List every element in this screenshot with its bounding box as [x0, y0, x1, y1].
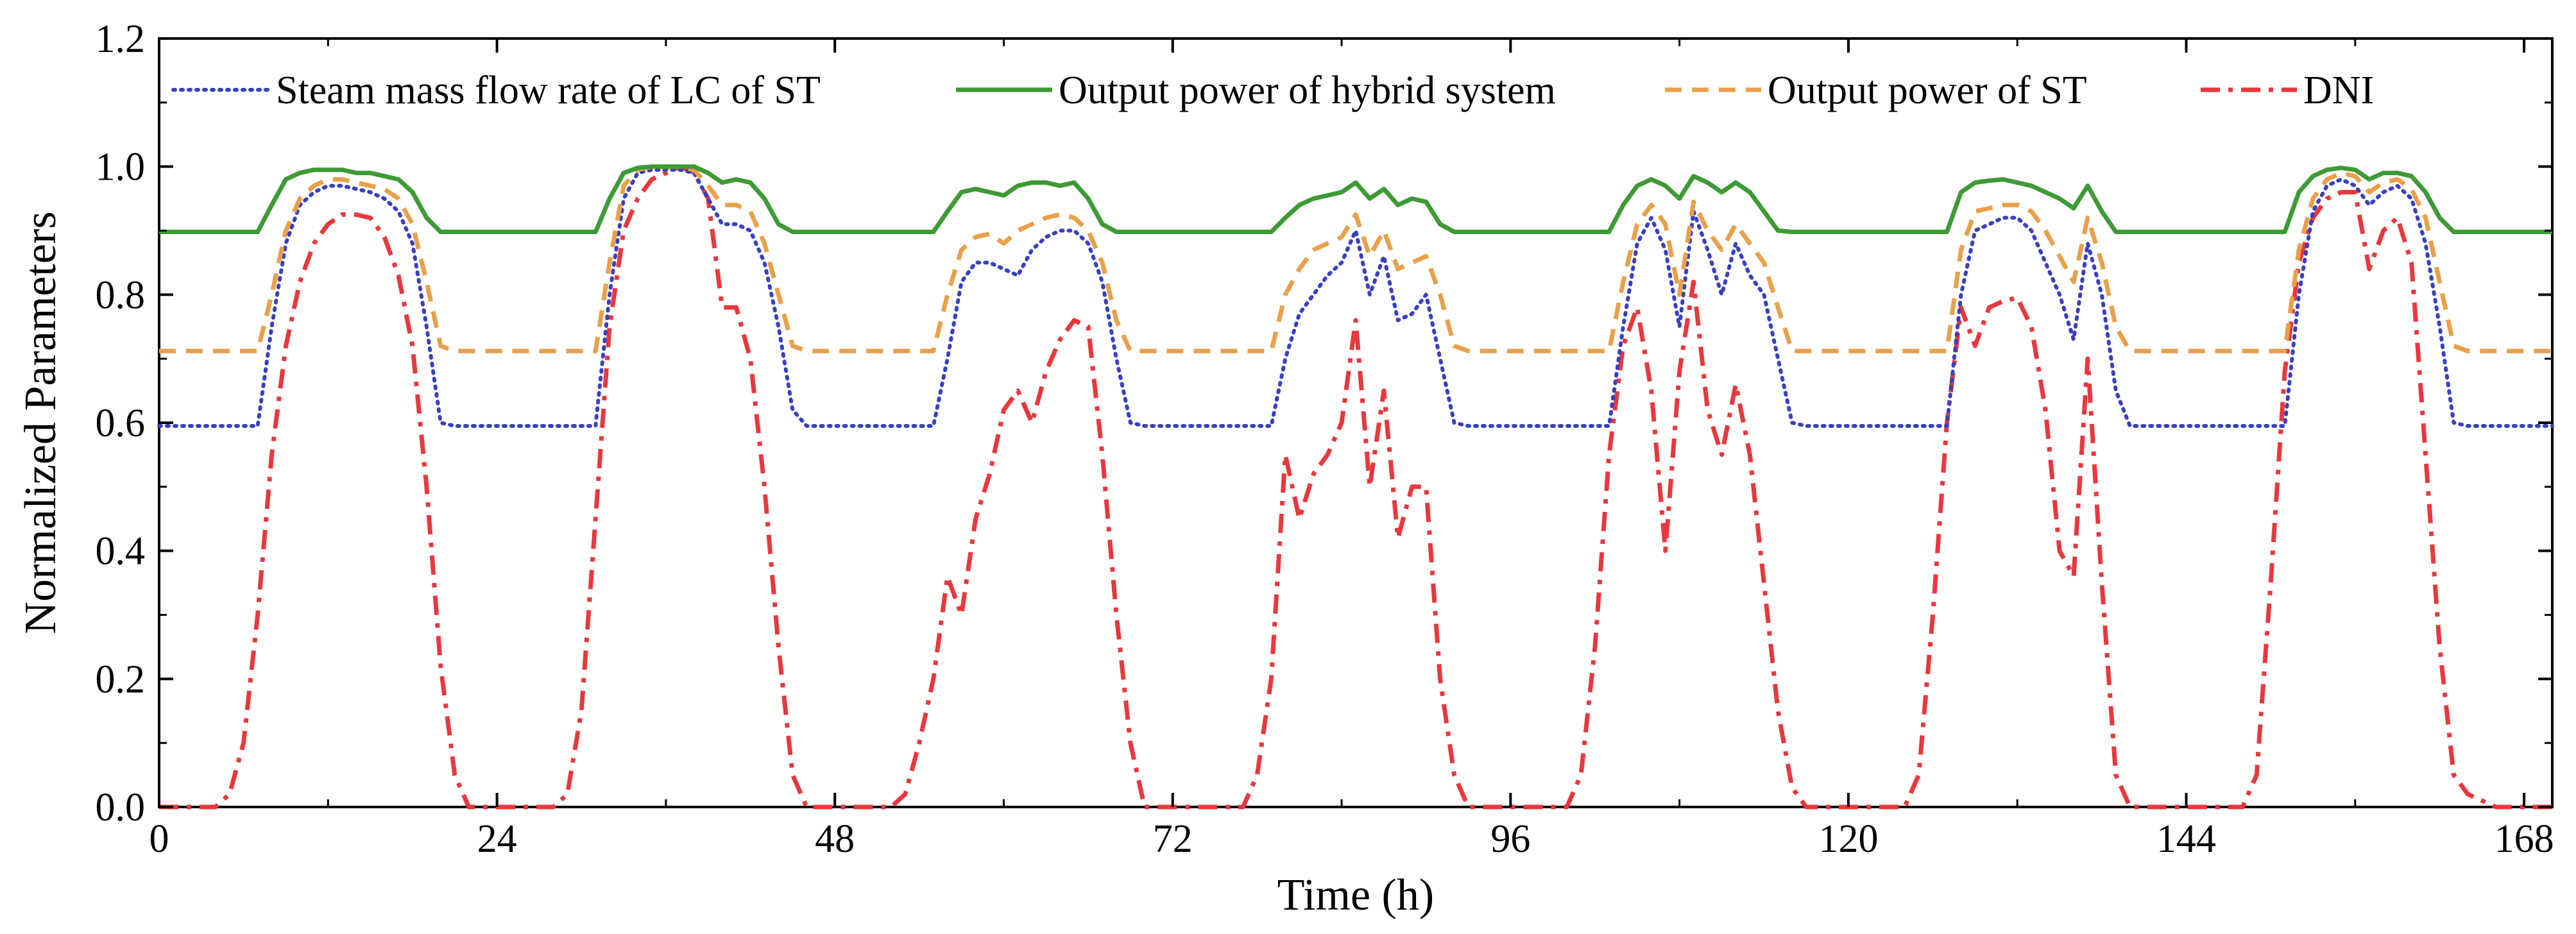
series-line-3 [159, 164, 2552, 810]
y-tick-label: 1.2 [96, 17, 146, 61]
series-line-0 [157, 167, 2554, 428]
legend-item: Steam mass flow rate of LC of ST [171, 69, 821, 112]
legend-item: Output power of hybrid system [956, 69, 1556, 112]
legend-item: Output power of ST [1665, 69, 2087, 112]
x-tick-label: 96 [1490, 817, 1530, 861]
legend-label: Output power of hybrid system [1059, 69, 1556, 112]
x-tick-label: 144 [2156, 817, 2216, 861]
y-axis-title: Normalized Parameters [16, 212, 65, 634]
series-line-2 [159, 164, 2552, 353]
x-tick-label: 72 [1153, 817, 1193, 861]
legend-label: Output power of ST [1768, 69, 2087, 112]
plot-frame [158, 37, 2554, 808]
y-tick-label: 0.4 [96, 530, 146, 573]
legend-label: Steam mass flow rate of LC of ST [276, 69, 821, 112]
x-tick-label: 168 [2495, 817, 2554, 861]
x-tick-label: 120 [1818, 817, 1878, 861]
x-tick-label: 0 [149, 817, 169, 861]
legend-label: DNI [2303, 69, 2374, 112]
series-layer [157, 164, 2554, 810]
y-tick-label: 0.6 [96, 402, 146, 445]
ticks-layer: 0 24 48 72 96 120 144 168 0.0 0.2 0.4 0.6 0.8 1.0 1.2 [96, 17, 2554, 861]
y-tick-label: 0.0 [96, 786, 146, 829]
x-tick-label: 24 [477, 817, 517, 861]
plot-border [158, 37, 2554, 808]
legend-item: DNI [2201, 69, 2374, 112]
x-axis-title: Time (h) [1277, 870, 1434, 920]
y-tick-label: 0.2 [96, 658, 146, 701]
x-tick-label: 48 [815, 817, 855, 861]
y-tick-label: 1.0 [96, 146, 146, 189]
y-tick-label: 0.8 [96, 273, 146, 317]
legend: Steam mass flow rate of LC of ST Output p… [171, 69, 2374, 112]
series-line-1 [159, 164, 2552, 234]
